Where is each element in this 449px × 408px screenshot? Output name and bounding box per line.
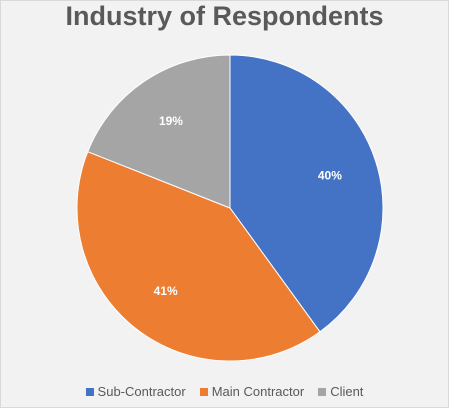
legend-label-main-contractor: Main Contractor <box>211 384 305 399</box>
legend-item-main-contractor: Main Contractor <box>199 384 305 399</box>
legend-swatch-client <box>318 387 327 396</box>
legend-label-sub-contractor: Sub-Contractor <box>97 384 186 399</box>
pie-slice-main-contractor <box>76 151 321 362</box>
pie-slice-client <box>87 54 231 209</box>
pie-label-client: 19% <box>159 114 183 128</box>
legend-swatch-sub-contractor <box>85 387 94 396</box>
pie-label-sub-contractor: 40% <box>318 169 342 183</box>
legend-label-client: Client <box>330 384 364 399</box>
chart-title: Industry of Respondents <box>65 1 384 31</box>
pie-slice-sub-contractor <box>229 54 384 333</box>
pie-chart: 40% 41% 19% <box>76 54 384 362</box>
legend: Sub-Contractor Main Contractor Client <box>0 384 449 399</box>
legend-swatch-main-contractor <box>199 387 208 396</box>
legend-item-client: Client <box>318 384 363 399</box>
legend-item-sub-contractor: Sub-Contractor <box>85 384 186 399</box>
pie-label-main-contractor: 41% <box>154 284 178 298</box>
